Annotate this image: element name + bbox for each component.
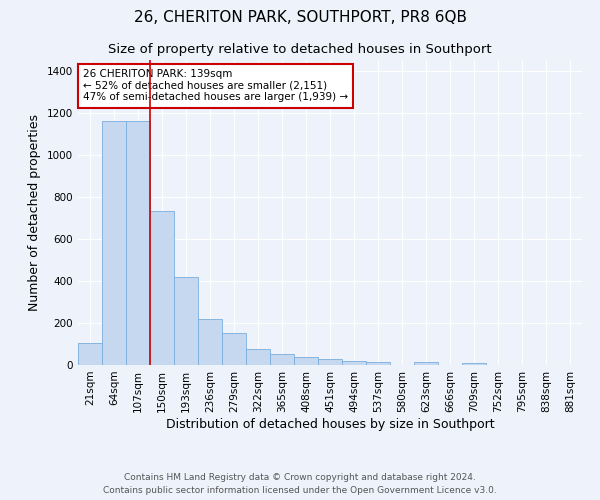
Bar [246, 349, 270, 365]
Bar [462, 364, 486, 365]
Bar [102, 121, 126, 365]
Bar [222, 334, 246, 365]
Bar [174, 276, 198, 365]
Text: 26 CHERITON PARK: 139sqm
← 52% of detached houses are smaller (2,151)
47% of sem: 26 CHERITON PARK: 139sqm ← 52% of detach… [83, 69, 348, 102]
Text: Contains HM Land Registry data © Crown copyright and database right 2024.
Contai: Contains HM Land Registry data © Crown c… [103, 474, 497, 495]
Bar [318, 358, 342, 365]
Bar [126, 121, 150, 365]
Bar [78, 343, 102, 365]
Bar [270, 354, 294, 365]
Bar [342, 361, 366, 365]
X-axis label: Distribution of detached houses by size in Southport: Distribution of detached houses by size … [166, 418, 494, 430]
Bar [150, 212, 174, 365]
Bar [366, 362, 390, 365]
Bar [294, 356, 318, 365]
Y-axis label: Number of detached properties: Number of detached properties [28, 114, 41, 311]
Bar [198, 318, 222, 365]
Bar [414, 362, 438, 365]
Text: 26, CHERITON PARK, SOUTHPORT, PR8 6QB: 26, CHERITON PARK, SOUTHPORT, PR8 6QB [133, 10, 467, 25]
Text: Size of property relative to detached houses in Southport: Size of property relative to detached ho… [108, 42, 492, 56]
